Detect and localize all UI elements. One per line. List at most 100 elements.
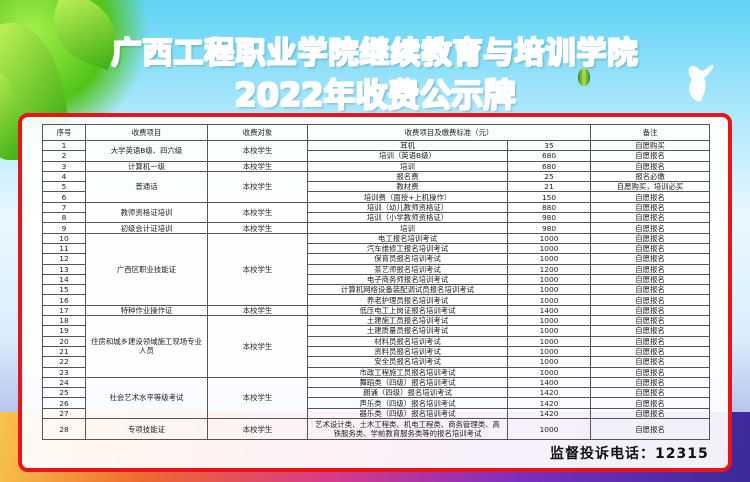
cell-seq: 20 (42, 335, 86, 347)
cell-fee-item: 计算机网络设备装配调试员报名培训考试 (307, 284, 508, 296)
page-subtitle: 2022年收费公示牌 (0, 70, 750, 116)
cell-fee-item: 土建施工员报名培训考试 (307, 315, 508, 327)
cell-target: 本校学生 (207, 160, 308, 172)
cell-amount: 1420 (506, 387, 592, 399)
cell-fee-item: 舞蹈类（四级）报名培训考试 (307, 376, 508, 389)
cell-fee-item: 培训（小学教师资格证） (307, 212, 508, 224)
complaint-hotline: 监督投诉电话：12315 (550, 446, 709, 462)
cell-remark: 自愿报名 (590, 366, 711, 378)
cell-seq: 28 (42, 418, 86, 441)
cell-amount: 1000 (506, 242, 592, 255)
cell-remark: 自愿报名 (590, 263, 711, 275)
cell-remark: 自愿报名 (590, 191, 711, 203)
cell-amount: 1000 (506, 335, 592, 347)
cell-fee-item: 器乐类（四级）报名培训考试 (307, 407, 508, 420)
cell-remark: 自愿报名 (590, 325, 711, 337)
cell-seq: 19 (42, 325, 86, 337)
cell-fee-item: 耳机 (307, 139, 508, 152)
cell-remark: 自愿报名 (590, 376, 711, 389)
table-row: 17 特种作业操作证 本校学生 低压电工上岗证报名培训考试 1400 自愿报名 (42, 304, 711, 317)
cell-fee-item: 艺术设计类、土木工程类、机电工程类、商务管理类、高铁服务类、学前教育服务类等的报… (307, 418, 508, 441)
cell-fee-item: 培训 (307, 160, 508, 172)
cell-seq: 13 (42, 263, 86, 275)
cell-seq: 27 (42, 407, 86, 420)
table-row: 18 住房和城乡建设领域施工现场专业人员 本校学生 土建施工员报名培训考试 1000 自愿… (42, 315, 711, 378)
table-row: 27 器乐类（四级）报名培训考试 1420 自愿报名 (42, 407, 711, 420)
cell-amount: 1200 (506, 263, 592, 275)
cell-amount: 1000 (506, 366, 592, 378)
table-row: 7 教师资格证培训 本校学生 培训（幼儿教师资格证） 880 自愿报名 (42, 201, 711, 224)
column-header-target: 收费对象 (207, 124, 308, 141)
cell-amount: 1000 (506, 232, 592, 244)
cell-target: 本校学生 (207, 304, 308, 317)
cell-remark: 自愿报名 (590, 273, 711, 286)
cell-seq: 23 (42, 366, 86, 378)
cell-remark: 自愿报名 (590, 150, 711, 162)
cell-seq: 4 (42, 170, 86, 183)
cell-amount: 1000 (506, 284, 592, 296)
cell-fee-item: 汽车维修工报名培训考试 (307, 242, 508, 255)
cell-remark: 自愿报名 (590, 253, 711, 265)
cell-fee-item: 朗诵（四级）报名培训考试 (307, 387, 508, 399)
cell-seq: 18 (42, 315, 86, 327)
cell-fee-item: 培训（幼儿教师资格证） (307, 201, 508, 214)
cell-amount: 1000 (506, 253, 592, 265)
cell-seq: 17 (42, 304, 86, 317)
table-row: 13 茶艺师报名培训考试 1200 自愿报名 (42, 263, 711, 275)
table-row: 5 教材费 21 自愿购买，培训必买 (42, 181, 711, 193)
cell-remark: 自愿报名 (590, 201, 711, 214)
cell-target: 本校学生 (207, 170, 308, 203)
cell-amount: 1000 (506, 418, 592, 441)
cell-fee-item: 养老护理员报名培训考试 (307, 294, 508, 306)
cell-remark: 自愿报名 (590, 212, 711, 224)
table-row: 28 专项技能证 本校学生 艺术设计类、土木工程类、机电工程类、商务管理类、高铁服务类… (42, 418, 711, 441)
cell-seq: 6 (42, 191, 86, 203)
cell-seq: 5 (42, 181, 86, 193)
cell-fee-item: 茶艺师报名培训考试 (307, 263, 508, 275)
column-header-seq: 序号 (42, 124, 86, 141)
cell-remark: 自愿报名 (590, 345, 711, 358)
cell-fee-item: 市政工程施工员报名培训考试 (307, 366, 508, 378)
column-header-item: 收费项目 (85, 124, 208, 141)
hot-air-balloon-icon (578, 68, 590, 86)
cell-seq: 2 (42, 150, 86, 162)
cell-fee-item: 声乐类（四级）报名培训考试 (307, 397, 508, 409)
cell-remark: 自愿报名 (590, 242, 711, 255)
cell-remark: 自愿报名 (590, 407, 711, 420)
cell-target: 本校学生 (207, 376, 308, 420)
cell-fee-item: 材料员报名培训考试 (307, 335, 508, 347)
page-title: 广西工程职业学院继续教育与培训学院 (0, 28, 750, 72)
table-row: 1 大学英语B级、四六级 本校学生 耳机 35 自愿购买 (42, 139, 711, 162)
cell-amount: 880 (506, 201, 592, 214)
cell-seq: 9 (42, 222, 86, 234)
cell-seq: 16 (42, 294, 86, 306)
cell-amount: 1420 (506, 397, 592, 409)
cell-target: 本校学生 (207, 315, 308, 378)
cell-seq: 12 (42, 253, 86, 265)
cell-item: 专项技能证 (85, 418, 208, 441)
column-header-fee: 收费项目及缴费标准（元） (306, 124, 592, 141)
cell-amount: 1000 (506, 315, 592, 327)
cell-amount: 1400 (506, 376, 592, 389)
cell-fee-item: 教材费 (307, 181, 508, 193)
column-header-remark: 备注 (590, 124, 711, 141)
cell-fee-item: 培训费（面授+上机操作） (307, 191, 508, 203)
cell-fee-item: 报名费 (307, 170, 508, 183)
cell-seq: 21 (42, 345, 86, 358)
cell-target: 本校学生 (207, 201, 308, 224)
cell-amount: 680 (506, 160, 592, 172)
cell-fee-item: 低压电工上岗证报名培训考试 (307, 304, 508, 317)
cell-amount: 21 (506, 181, 592, 193)
cell-amount: 35 (506, 139, 592, 152)
cell-target: 本校学生 (207, 418, 308, 441)
cell-item: 特种作业操作证 (85, 304, 208, 317)
cell-fee-item: 培训（英语B级） (307, 150, 508, 162)
cell-fee-item: 电子商务师报名培训考试 (307, 273, 508, 286)
cell-seq: 10 (42, 232, 86, 244)
cell-seq: 15 (42, 284, 86, 296)
cell-fee-item: 保育员报名培训考试 (307, 253, 508, 265)
cell-item: 社会艺术水平等级考试 (85, 376, 208, 420)
cell-fee-item: 电工报名培训考试 (307, 232, 508, 244)
cell-remark: 自愿报名 (590, 356, 711, 368)
cell-amount: 680 (506, 150, 592, 162)
